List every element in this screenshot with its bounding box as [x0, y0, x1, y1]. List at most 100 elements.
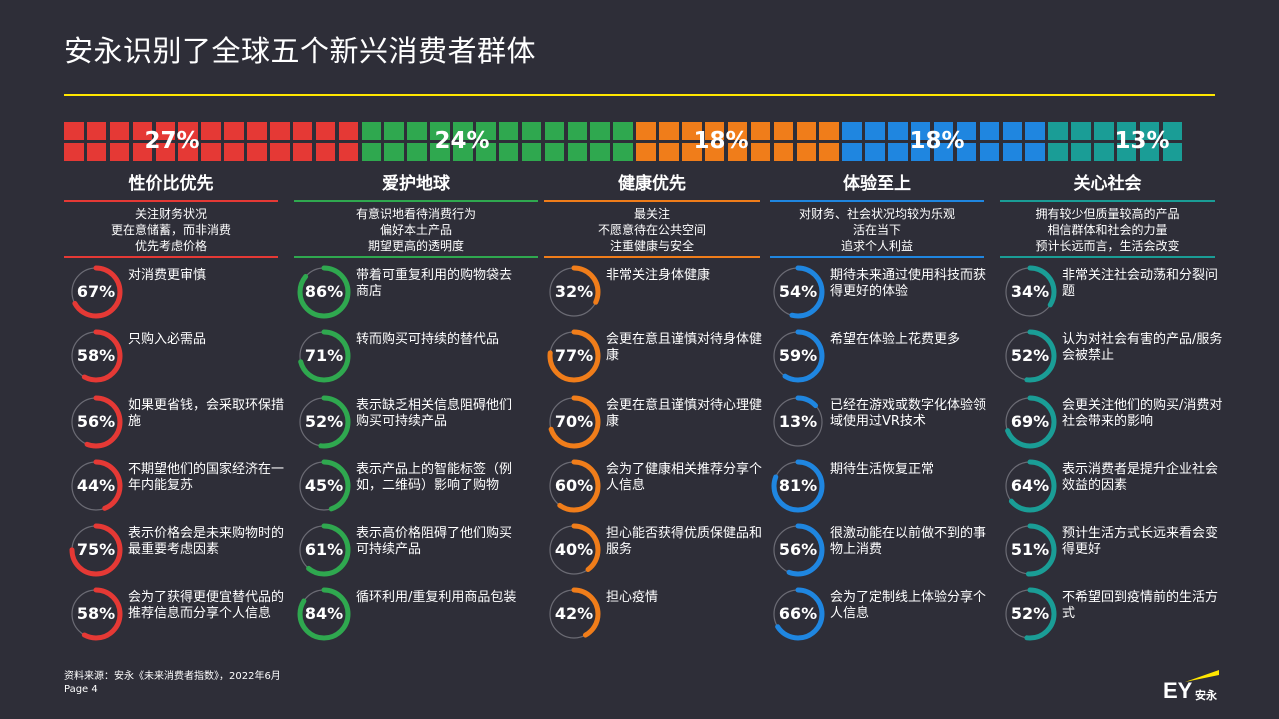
source-note: 资料来源：安永《未来消费者指数》，2022年6月: [64, 671, 281, 682]
stat-item: 71% 转而购买可持续的替代品: [296, 328, 526, 384]
stat-description: 已经在游戏或数字化体验领域使用过VR技术: [830, 398, 987, 429]
percent-value: 86%: [304, 282, 344, 301]
percent-ring: [297, 265, 351, 319]
ring-progress: [771, 329, 825, 383]
share-bar-cell: [430, 143, 450, 161]
stat-item: 45% 表示产品上的智能标签（例如，二维码）影响了购物: [296, 458, 526, 514]
percent-ring: [547, 395, 601, 449]
stat-description: 会更在意且谨慎对待身体健康: [606, 332, 763, 363]
stat-description: 表示产品上的智能标签（例如，二维码）影响了购物: [356, 462, 513, 493]
percent-ring: [1003, 523, 1057, 577]
ring-progress: [1003, 523, 1057, 577]
percent-ring: [771, 459, 825, 513]
percent-ring: [1003, 329, 1057, 383]
stat-item: 56% 如果更省钱，会采取环保措施: [68, 394, 298, 450]
ring-progress: [297, 395, 351, 449]
segment-description: 有意识地看待消费行为 偏好本土产品 期望更高的透明度: [294, 206, 538, 256]
share-bar-cell: [247, 122, 267, 140]
share-bar-cell: [407, 122, 427, 140]
share-bar-cell: [704, 122, 725, 140]
stat-item: 44% 不期望他们的国家经济在一年内能复苏: [68, 458, 298, 514]
share-bar-cell: [224, 122, 244, 140]
percent-ring: [297, 395, 351, 449]
share-bar-cell: [704, 143, 725, 161]
segment-column: 性价比优先 关注财务状况 更在意储蓄，而非消费 优先考虑价格: [64, 172, 278, 258]
stat-item: 60% 会为了健康相关推荐分享个人信息: [546, 458, 776, 514]
segment-description-line: 相信群体和社会的力量: [1047, 223, 1168, 237]
percent-value: 52%: [1010, 604, 1050, 623]
ring-progress: [69, 523, 123, 577]
segment-description-line: 期望更高的透明度: [367, 239, 464, 253]
segment-title: 性价比优先: [128, 174, 214, 194]
stat-item: 64% 表示消费者是提升企业社会效益的因素: [1002, 458, 1232, 514]
percent-value: 56%: [778, 540, 818, 559]
stat-description: 循环利用/重复利用商品包装: [356, 590, 517, 605]
stat-item: 61% 表示高价格阻碍了他们购买可持续产品: [296, 522, 526, 578]
share-bar-cell: [750, 143, 771, 161]
ring-progress: [297, 265, 351, 319]
percent-ring: [297, 587, 351, 641]
segment-description-line: 注重健康与安全: [609, 239, 694, 253]
share-bar-cell: [1002, 143, 1023, 161]
share-bar-cell: [315, 143, 336, 161]
percent-value: 52%: [304, 412, 344, 431]
segment-description: 最关注 不愿意待在公共空间 注重健康与安全: [544, 206, 760, 256]
share-bar-cell: [910, 143, 931, 161]
share-bar-cell: [956, 122, 977, 140]
share-label-1: 27%: [144, 128, 200, 154]
share-bar-cell: [544, 122, 565, 140]
percent-ring: [1003, 587, 1057, 641]
stat-item: 54% 期待未来通过使用科技而获得更好的体验: [770, 264, 1000, 320]
segment-rule-bottom: [544, 256, 760, 258]
share-bar-cell: [315, 122, 336, 140]
stat-description: 表示缺乏相关信息阻碍他们购买可持续产品: [356, 398, 513, 429]
percent-value: 60%: [554, 476, 594, 495]
share-bar-cell: [270, 122, 290, 140]
ring-progress: [1003, 587, 1057, 641]
percent-ring: [69, 329, 123, 383]
percent-value: 81%: [778, 476, 818, 495]
percent-ring: [547, 265, 601, 319]
segment-description-line: 优先考虑价格: [134, 239, 207, 253]
share-bar-cell: [1094, 122, 1114, 140]
share-label-5: 13%: [1114, 128, 1170, 154]
stat-description: 会更在意且谨慎对待心理健康: [606, 398, 763, 429]
segment-description-line: 对财务、社会状况均较为乐观: [798, 207, 955, 221]
share-label-2: 24%: [434, 128, 490, 154]
share-bar-cell: [1162, 122, 1183, 140]
segment-description-line: 预计长远而言，生活会改变: [1035, 239, 1180, 253]
percent-ring: [297, 523, 351, 577]
segment-description-line: 活在当下: [852, 223, 901, 237]
stat-item: 32% 非常关注身体健康: [546, 264, 776, 320]
share-bar-cell: [292, 122, 313, 140]
share-bar-cell: [613, 122, 633, 140]
share-bar-cell: [476, 143, 496, 161]
percent-ring: [771, 587, 825, 641]
ring-progress: [297, 459, 351, 513]
stat-item: 52% 不希望回到疫情前的生活方式: [1002, 586, 1232, 642]
stat-description: 表示消费者是提升企业社会效益的因素: [1062, 462, 1219, 493]
share-bar-cell: [201, 143, 221, 161]
share-bar-cell: [613, 143, 633, 161]
percent-ring: [547, 459, 601, 513]
segment-rule-top: [770, 200, 984, 202]
share-bar-cell: [636, 122, 656, 140]
stat-description: 会更关注他们的购买/消费对社会带来的影响: [1062, 398, 1223, 429]
stat-item: 75% 表示价格会是未来购物时的最重要考虑因素: [68, 522, 298, 578]
share-bar-cell: [178, 122, 198, 140]
segment-title: 关心社会: [1073, 174, 1142, 194]
stat-description: 不期望他们的国家经济在一年内能复苏: [128, 462, 285, 493]
share-bar-cell: [636, 143, 656, 161]
segment-description-line: 追求个人利益: [840, 239, 913, 253]
page-title: 安永识别了全球五个新兴消费者群体: [64, 34, 537, 68]
share-bar-cell: [498, 122, 519, 140]
percent-value: 13%: [778, 412, 818, 431]
share-bar-cell: [796, 122, 816, 140]
stat-item: 52% 表示缺乏相关信息阻碍他们购买可持续产品: [296, 394, 526, 450]
percent-ring: [69, 265, 123, 319]
share-bar-cell: [933, 122, 954, 140]
stat-description: 期待生活恢复正常: [830, 462, 935, 477]
stat-item: 52% 认为对社会有害的产品/服务会被禁止: [1002, 328, 1232, 384]
share-bar-cell: [865, 143, 885, 161]
share-bar-cell: [109, 143, 130, 161]
